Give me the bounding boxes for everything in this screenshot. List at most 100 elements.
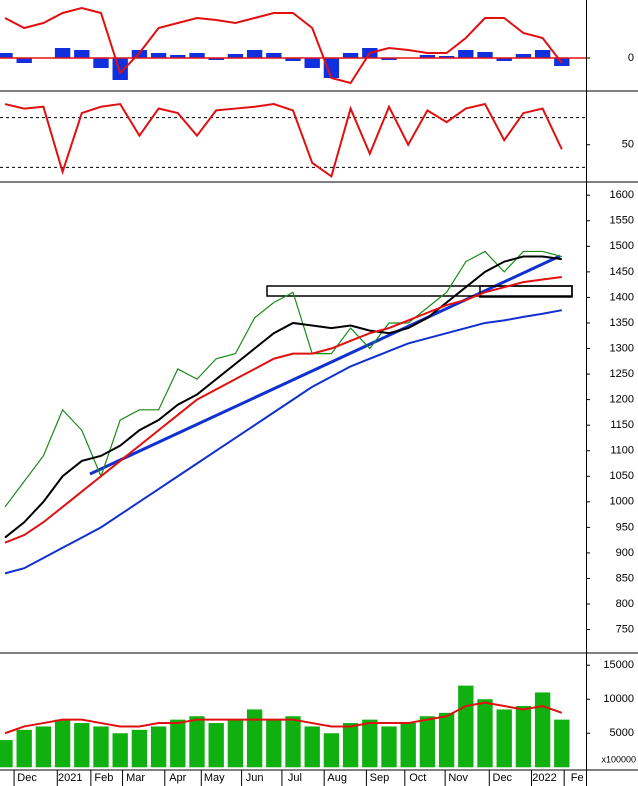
bar xyxy=(227,54,244,58)
bar xyxy=(323,733,340,768)
y-tick-label: 1550 xyxy=(610,215,634,227)
bar xyxy=(285,58,301,61)
bar xyxy=(93,726,109,768)
bar xyxy=(419,716,436,768)
y-tick-label: 900 xyxy=(616,547,634,559)
bar xyxy=(0,53,13,58)
y-tick-label: 750 xyxy=(616,623,634,635)
unit-label: x100000 xyxy=(601,754,636,764)
y-tick-label: 1350 xyxy=(610,317,634,329)
y-tick-label: 50 xyxy=(622,139,634,151)
bar xyxy=(189,716,205,768)
bar xyxy=(400,723,416,768)
x-tick-label: May xyxy=(204,772,225,784)
bar xyxy=(438,56,455,58)
y-tick-label: 1600 xyxy=(610,189,634,201)
x-tick-label: Dec xyxy=(493,772,513,784)
bar xyxy=(362,719,378,768)
bar xyxy=(0,740,13,768)
bar xyxy=(208,723,224,768)
x-tick-label: Apr xyxy=(169,772,186,784)
bar xyxy=(304,58,320,68)
bar xyxy=(323,58,340,78)
y-tick-label: 950 xyxy=(616,521,634,533)
x-tick-label: Nov xyxy=(448,772,468,784)
bar xyxy=(554,719,570,768)
y-tick-label: 1050 xyxy=(610,470,634,482)
x-tick-label: 2022 xyxy=(532,772,556,784)
x-tick-label: 2021 xyxy=(58,772,82,784)
x-tick-label: Oct xyxy=(409,772,426,784)
series-line xyxy=(4,701,563,735)
x-tick-label: Feb xyxy=(94,772,113,784)
bar xyxy=(246,709,263,768)
y-tick-label: 1250 xyxy=(610,368,634,380)
y-tick-label: 1300 xyxy=(610,342,634,354)
bar xyxy=(381,58,397,60)
bar xyxy=(150,53,167,58)
bar xyxy=(285,716,301,768)
y-tick-label: 1500 xyxy=(610,240,634,252)
bar xyxy=(54,719,71,768)
bar xyxy=(54,48,71,58)
y-tick-label: 5000 xyxy=(610,727,634,739)
y-tick-label: 800 xyxy=(616,598,634,610)
series-line xyxy=(4,309,562,575)
bar xyxy=(93,58,109,68)
bar xyxy=(534,50,551,58)
bar xyxy=(189,53,205,58)
series-line xyxy=(4,6,563,85)
bar xyxy=(438,712,455,768)
bar xyxy=(458,50,474,58)
y-tick-label: 1450 xyxy=(610,266,634,278)
y-tick-label: 0 xyxy=(628,52,634,64)
bar xyxy=(208,58,224,60)
x-tick-label: Jun xyxy=(246,772,264,784)
bar xyxy=(266,719,282,768)
bar xyxy=(266,53,282,58)
bar xyxy=(419,55,436,58)
y-tick-label: 10000 xyxy=(603,693,634,705)
bar xyxy=(381,726,397,768)
x-tick-label: Jul xyxy=(288,772,302,784)
bar xyxy=(16,58,32,63)
y-tick-label: 1150 xyxy=(610,419,634,431)
x-tick-label: Fe xyxy=(571,772,584,784)
bar xyxy=(534,692,551,768)
bar xyxy=(112,733,128,768)
bar xyxy=(342,723,359,768)
bar xyxy=(246,50,263,58)
x-tick-label: Dec xyxy=(17,772,37,784)
bar xyxy=(458,685,474,768)
bar xyxy=(496,58,512,61)
x-tick-label: Mar xyxy=(126,772,145,784)
series-line xyxy=(4,102,563,179)
bar xyxy=(477,699,493,768)
series-line xyxy=(4,275,562,544)
bar xyxy=(342,53,359,58)
y-tick-label: 15000 xyxy=(603,659,634,671)
bar xyxy=(170,719,186,768)
y-tick-label: 850 xyxy=(616,572,634,584)
bar xyxy=(477,52,493,58)
bar xyxy=(16,729,32,768)
bar xyxy=(227,719,244,768)
bar xyxy=(35,726,52,768)
y-tick-label: 1400 xyxy=(610,291,634,303)
x-tick-label: Sep xyxy=(370,772,390,784)
annotations xyxy=(89,254,573,476)
bar xyxy=(74,50,90,58)
bar xyxy=(496,709,512,768)
series-line xyxy=(4,255,562,539)
bar xyxy=(170,55,186,58)
bar xyxy=(515,54,532,58)
bar xyxy=(74,723,90,768)
x-tick-label: Aug xyxy=(327,772,347,784)
bar xyxy=(131,729,148,768)
bar xyxy=(515,706,532,768)
series-line xyxy=(4,250,562,508)
bar xyxy=(112,58,128,80)
